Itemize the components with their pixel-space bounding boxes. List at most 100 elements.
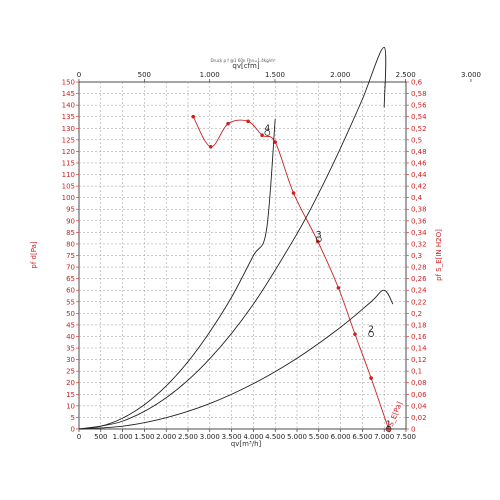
x-top-tick-label: 3.000 [461, 71, 481, 79]
y-left-tick-label: 10 [66, 402, 75, 410]
y-left-tick-label: 45 [66, 321, 75, 329]
operating-point-label: 1 [386, 420, 392, 430]
x-tick-label: 6.000 [331, 433, 351, 441]
y-left-tick-label: 80 [66, 240, 75, 248]
x-top-tick-label: 2.500 [396, 71, 416, 79]
y-left-tick-label: 20 [66, 379, 75, 387]
y-right-tick-label: 0,28 [411, 264, 427, 272]
x-tick-label: 5.000 [287, 433, 307, 441]
y-right-tick-label: 0,36 [411, 217, 427, 225]
y-left-tick-label: 35 [66, 345, 75, 353]
x-tick-label: 1.500 [134, 433, 154, 441]
y-right-tick-label: 0,18 [411, 321, 427, 329]
x-tick-label: 2.000 [156, 433, 176, 441]
y-left-tick-label: 150 [62, 79, 75, 87]
x-tick-label: 3.500 [222, 433, 242, 441]
operating-point-marker [385, 426, 392, 432]
y-right-tick-label: 0,48 [411, 148, 427, 156]
y-right-tick-label: 0,1 [411, 368, 422, 376]
fan-curve-marker [369, 376, 373, 380]
y-right-tick-label: 0,34 [411, 229, 427, 237]
y-right-tick-label: 0,54 [411, 113, 427, 121]
x-tick-label: 500 [94, 433, 107, 441]
y-left-tick-label: 15 [66, 391, 75, 399]
chart-header-text: Druck p f @1 60n Fhn=1.4kg/m³ [210, 58, 275, 63]
x-top-tick-label: 500 [138, 71, 151, 79]
x-tick-label: 7.500 [396, 433, 416, 441]
y-axis-left-title: pf d[Pa] [30, 241, 38, 269]
fan-curve-marker [291, 191, 296, 195]
y-right-tick-label: 0,08 [411, 379, 427, 387]
y-left-tick-label: 0 [71, 426, 75, 434]
y-right-tick-label: 0,06 [411, 391, 427, 399]
x-top-tick-label: 1.500 [265, 71, 285, 79]
y-left-tick-label: 135 [62, 113, 75, 121]
x-tick-label: 4.000 [243, 433, 263, 441]
operating-points: 4 3 2 1 [264, 124, 391, 432]
x-top-tick-label: 0 [77, 71, 81, 79]
x-axis-bottom-ticks: 0 500 1.000 1.500 2.000 2.500 3.000 3.500 4.000 4… [77, 429, 416, 441]
operating-point-marker [315, 236, 322, 243]
y-right-tick-label: 0,58 [411, 90, 427, 98]
y-right-tick-label: 0,6 [411, 79, 423, 87]
x-tick-label: 2.500 [178, 433, 198, 441]
y-axis-right-ticks: 0 0,02 0,04 0,06 0,08 0,1 0,12 0,14 0,16 0,18 0,2 0… [406, 79, 427, 434]
fan-curve-line [192, 116, 389, 430]
y-right-tick-label: 0,42 [411, 183, 427, 191]
y-right-tick-label: 0,04 [411, 402, 427, 410]
y-left-tick-label: 115 [62, 159, 75, 167]
fan-curve-marker [260, 133, 264, 138]
x-tick-label: 0 [77, 433, 81, 441]
fan-curve-marker [273, 140, 278, 144]
y-right-tick-label: 0,12 [411, 356, 427, 364]
y-right-tick-label: 0,24 [411, 287, 427, 295]
y-right-tick-label: 0,46 [411, 159, 427, 167]
operating-point-label: 3 [316, 230, 322, 240]
y-left-tick-label: 100 [62, 194, 75, 202]
y-left-tick-label: 50 [66, 310, 75, 318]
y-left-tick-label: 65 [66, 275, 75, 283]
y-left-tick-label: 105 [62, 183, 75, 191]
operating-point-label: 2 [368, 325, 374, 335]
x-top-tick-label: 1.000 [200, 71, 220, 79]
y-right-tick-label: 0 [411, 426, 415, 434]
system-curve-1 [78, 118, 276, 430]
grid-lines [79, 82, 406, 429]
y-left-tick-label: 120 [62, 148, 75, 156]
y-right-tick-label: 0,14 [411, 345, 427, 353]
y-left-tick-label: 110 [62, 171, 75, 179]
y-left-tick-label: 140 [62, 102, 75, 110]
y-left-tick-label: 5 [71, 414, 75, 422]
y-right-tick-label: 0,22 [411, 298, 427, 306]
operating-point-marker [368, 331, 374, 338]
y-left-tick-label: 60 [66, 287, 75, 295]
y-right-tick-label: 0,52 [411, 125, 427, 133]
operating-point-label: 4 [264, 124, 270, 134]
y-axis-right-title: pf S_E[IN H2O] [435, 229, 443, 281]
y-left-tick-label: 90 [66, 217, 75, 225]
y-right-tick-label: 0,56 [411, 102, 427, 110]
x-tick-label: 3.000 [200, 433, 220, 441]
y-right-tick-label: 0,4 [411, 194, 423, 202]
system-curve-2 [78, 46, 387, 430]
y-axis-left-ticks: 0 5 10 15 20 25 30 35 40 45 50 55 60 65 70 75 80 85 90 95 10… [62, 79, 79, 434]
fan-curve-marker [208, 144, 213, 149]
y-left-tick-label: 125 [62, 136, 75, 144]
y-right-tick-label: 0,26 [411, 275, 427, 283]
y-left-tick-label: 25 [66, 368, 75, 376]
x-tick-label: 4.500 [265, 433, 285, 441]
fan-curve-marker [191, 114, 196, 119]
y-left-tick-label: 130 [62, 125, 75, 133]
fan-curve-marker [336, 286, 341, 290]
operating-point-marker [264, 130, 271, 136]
y-right-tick-label: 0,2 [411, 310, 422, 318]
x-tick-label: 1.000 [113, 433, 133, 441]
y-right-tick-label: 0,3 [411, 252, 422, 260]
y-left-tick-label: 40 [66, 333, 75, 341]
fan-curve-marker [353, 332, 357, 336]
y-right-tick-label: 0,38 [411, 206, 427, 214]
y-left-tick-label: 70 [66, 264, 75, 272]
y-left-tick-label: 95 [66, 206, 75, 214]
